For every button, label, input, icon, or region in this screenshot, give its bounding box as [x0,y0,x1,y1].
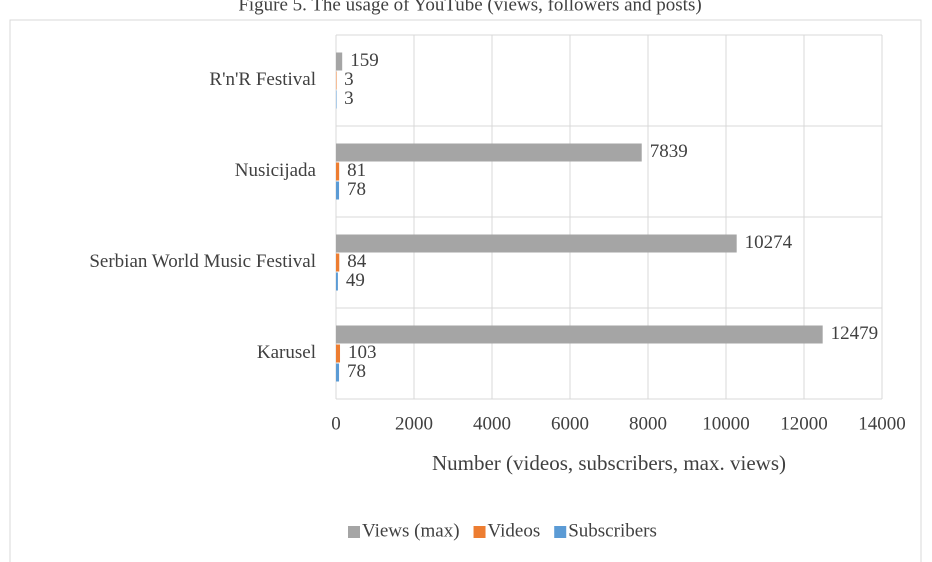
x-tick-label: 8000 [629,413,667,434]
legend-swatch [554,526,567,538]
legend-label: Videos [488,520,541,541]
x-axis-title: Number (videos, subscribers, max. views) [432,451,786,475]
legend-swatch [348,526,360,538]
data-label: 49 [346,270,365,291]
x-tick-label: 2000 [395,413,433,434]
legend-label: Subscribers [568,520,657,541]
bar [336,325,823,344]
data-label: 84 [347,251,367,272]
data-label: 3 [344,69,354,90]
chart-title: Figure 5. The usage of YouTube (views, f… [238,0,701,15]
x-tick-label: 12000 [780,413,828,434]
bar [336,253,340,272]
chart-border [9,19,922,562]
bar [336,52,343,71]
y-tick-label: R'n'R Festival [209,69,316,90]
bar [336,234,737,253]
bar [336,344,341,363]
bar [336,143,642,162]
y-tick-label: Karusel [257,342,316,363]
data-label: 103 [348,342,377,363]
bar [336,90,337,109]
bar [336,272,338,291]
data-label: 7839 [650,141,688,162]
data-label: 3 [344,88,354,109]
legend-swatch [473,526,486,538]
bar [336,71,337,90]
x-tick-label: 6000 [551,413,589,434]
x-tick-label: 4000 [473,413,511,434]
bar [336,363,340,382]
x-tick-label: 14000 [858,413,906,434]
data-label: 159 [350,50,379,71]
data-label: 78 [347,179,366,200]
legend-label: Views (max) [362,520,460,541]
data-label: 12479 [831,323,879,344]
bar [336,181,340,200]
data-label: 78 [347,361,366,382]
y-tick-label: Serbian World Music Festival [89,251,316,272]
x-tick-label: 10000 [702,413,750,434]
bar [336,162,340,181]
data-label: 81 [347,160,366,181]
data-label: 10274 [745,232,793,253]
y-tick-label: Nusicijada [235,160,317,181]
x-tick-label: 0 [331,413,341,434]
